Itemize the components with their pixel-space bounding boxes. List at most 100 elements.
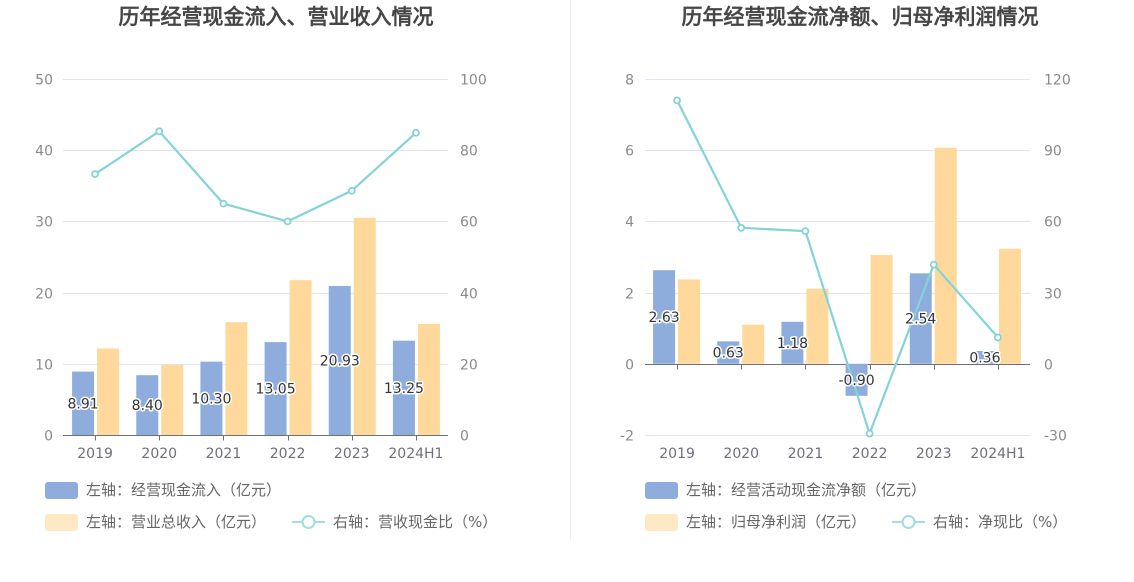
bar bbox=[806, 288, 829, 364]
bar bbox=[136, 375, 159, 435]
bar bbox=[161, 364, 184, 435]
legend-label: 右轴：净现比（%） bbox=[933, 513, 1068, 531]
line-point bbox=[994, 333, 1002, 342]
right-axis-tick-label: 90 bbox=[1044, 144, 1062, 160]
line-point bbox=[412, 128, 420, 137]
left-axis-tick-label: -2 bbox=[620, 429, 634, 445]
bar-data-label: 0.63 bbox=[713, 346, 744, 362]
x-axis-category-label: 2024H1 bbox=[970, 446, 1025, 462]
bar bbox=[781, 321, 804, 364]
left-axis-tick-label: 0 bbox=[44, 429, 53, 445]
bar bbox=[678, 279, 701, 364]
legend-label: 左轴：经营活动现金流净额（亿元） bbox=[686, 481, 927, 499]
bar bbox=[225, 322, 248, 435]
bar bbox=[870, 254, 893, 364]
bar-data-label: 13.25 bbox=[384, 381, 424, 397]
left-axis-tick-label: 30 bbox=[35, 215, 53, 231]
bar-data-label: 20.93 bbox=[320, 353, 360, 369]
left-axis-tick-label: 10 bbox=[35, 358, 53, 374]
x-axis-category-label: 2021 bbox=[206, 446, 242, 462]
bar bbox=[97, 348, 120, 435]
legend-swatch-orange bbox=[645, 513, 678, 531]
chart-2-legend-item-net-profit: 左轴：归母净利润（亿元） bbox=[645, 512, 866, 532]
bar bbox=[72, 371, 95, 435]
line-point bbox=[801, 227, 810, 236]
x-axis-category-label: 2020 bbox=[723, 446, 759, 462]
right-axis-tick-label: 0 bbox=[1044, 358, 1053, 374]
bar bbox=[353, 217, 376, 435]
bar-data-label: 13.05 bbox=[256, 382, 296, 398]
left-axis-tick-label: 0 bbox=[625, 358, 634, 374]
bar bbox=[998, 248, 1021, 364]
panel-divider bbox=[570, 0, 571, 540]
left-axis-tick-label: 2 bbox=[625, 287, 634, 303]
legend-label: 左轴：经营现金流入（亿元） bbox=[86, 481, 282, 499]
x-axis-category-label: 2023 bbox=[334, 446, 370, 462]
series-line bbox=[94, 130, 417, 223]
bar-data-label: 2.63 bbox=[648, 310, 679, 326]
right-axis-tick-label: 20 bbox=[460, 358, 478, 374]
left-axis-tick-label: 4 bbox=[625, 215, 634, 231]
bar bbox=[742, 324, 765, 364]
chart-2-title: 历年经营现金流净额、归母净利润情况 bbox=[681, 5, 1039, 29]
line-point bbox=[283, 217, 292, 226]
line-point bbox=[91, 170, 99, 178]
left-axis-tick-label: 50 bbox=[35, 73, 53, 89]
bar-data-label: 2.54 bbox=[905, 312, 936, 328]
chart-1-title: 历年经营现金流入、营业收入情况 bbox=[118, 5, 434, 29]
chart-1-plot: 0 10 20 30 40 50 0 20 40 60 80 100 2019 2020 2021 2022 2… bbox=[35, 73, 487, 463]
legend-label: 右轴：营收现金比（%） bbox=[333, 513, 498, 531]
bar bbox=[934, 147, 957, 364]
right-axis-tick-label: 80 bbox=[460, 144, 478, 160]
chart-2-legend-item-net-cash-ratio: 右轴：净现比（%） bbox=[892, 512, 1067, 532]
x-axis-category-label: 2019 bbox=[77, 446, 113, 462]
right-axis-tick-label: 120 bbox=[1044, 73, 1071, 89]
line-point bbox=[673, 96, 681, 105]
line-point bbox=[865, 429, 874, 438]
bar-data-label: 8.40 bbox=[132, 398, 163, 414]
left-axis-tick-label: 8 bbox=[625, 73, 634, 89]
bar bbox=[328, 285, 351, 435]
bar bbox=[200, 361, 223, 435]
right-axis-tick-label: 60 bbox=[460, 215, 478, 231]
bar-data-label: -0.90 bbox=[838, 373, 874, 389]
right-axis-tick-label: 0 bbox=[460, 429, 469, 445]
x-axis-category-label: 2021 bbox=[788, 446, 824, 462]
left-axis-tick-label: 6 bbox=[625, 144, 634, 160]
legend-swatch-blue bbox=[645, 481, 678, 499]
bar-data-label: 8.91 bbox=[67, 396, 98, 412]
bar bbox=[653, 270, 676, 364]
legend-swatch-blue bbox=[45, 481, 78, 499]
bar bbox=[289, 280, 312, 435]
series-line bbox=[676, 99, 999, 435]
x-axis-category-label: 2020 bbox=[141, 446, 177, 462]
right-axis-tick-label: 60 bbox=[1044, 215, 1062, 231]
bar bbox=[973, 350, 996, 364]
chart-1-legend-item-cash-inflow: 左轴：经营现金流入（亿元） bbox=[45, 480, 281, 500]
legend-label: 左轴：营业总收入（亿元） bbox=[86, 513, 267, 531]
bar bbox=[264, 342, 287, 435]
chart-1-legend-item-revenue: 左轴：营业总收入（亿元） bbox=[45, 512, 266, 532]
x-axis-category-label: 2024H1 bbox=[388, 446, 443, 462]
line-point bbox=[737, 223, 746, 232]
bar bbox=[909, 273, 932, 364]
chart-1-legend-item-cash-ratio: 右轴：营收现金比（%） bbox=[292, 512, 497, 532]
chart-2-legend-item-net-cash-flow: 左轴：经营活动现金流净额（亿元） bbox=[645, 480, 926, 500]
line-point bbox=[929, 260, 938, 269]
bar bbox=[417, 323, 440, 435]
right-axis-tick-label: 30 bbox=[1044, 287, 1062, 303]
line-point bbox=[347, 186, 356, 195]
right-axis-tick-label: -30 bbox=[1044, 429, 1067, 445]
line-point bbox=[219, 199, 228, 208]
legend-label: 左轴：归母净利润（亿元） bbox=[686, 513, 867, 531]
legend-line-marker-icon bbox=[292, 515, 325, 529]
chart-2-plot: -2 0 2 4 6 8 -30 0 30 60 90 120 2019 2020 2021 2022 2023… bbox=[620, 73, 1071, 463]
bar bbox=[717, 341, 740, 364]
legend-line-marker-icon bbox=[892, 515, 925, 529]
legend-swatch-orange bbox=[45, 513, 78, 531]
line-point bbox=[155, 127, 164, 136]
bar-data-label: 10.30 bbox=[191, 391, 231, 407]
bar-data-label: 1.18 bbox=[777, 336, 808, 352]
bar bbox=[392, 340, 415, 435]
